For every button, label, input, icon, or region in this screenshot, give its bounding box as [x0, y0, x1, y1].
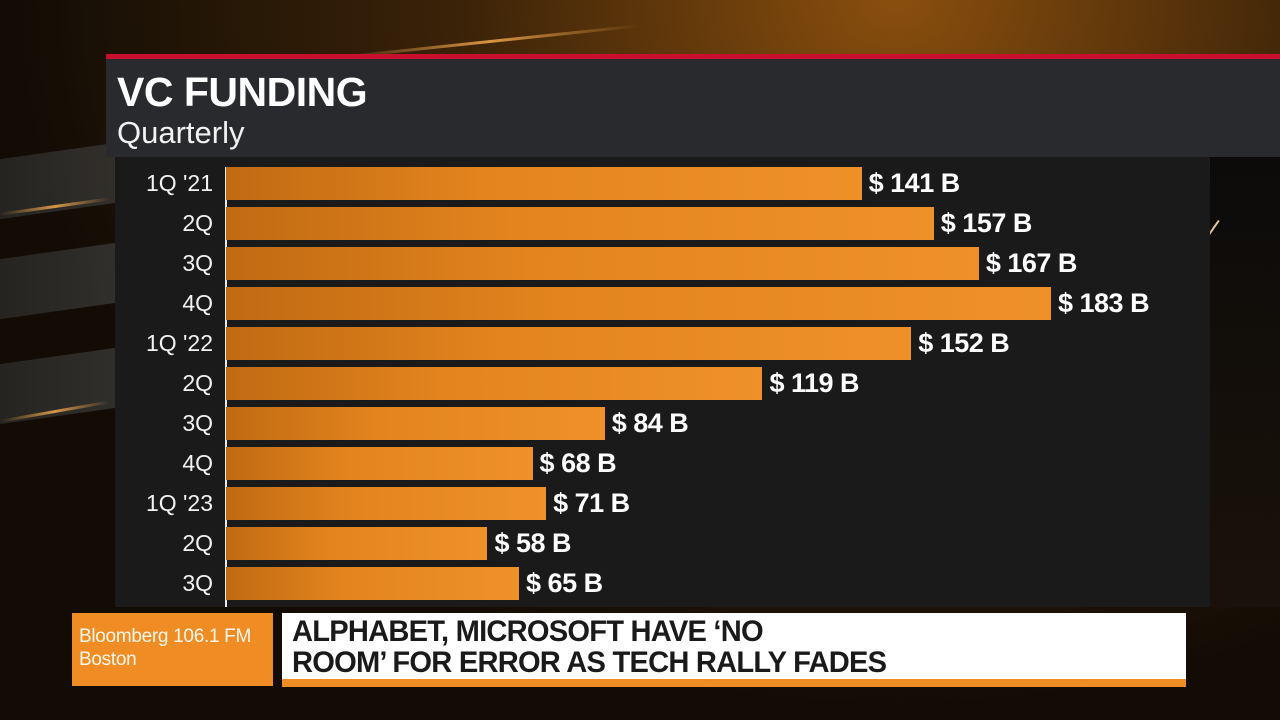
category-label: 3Q	[182, 410, 213, 436]
background-stripe	[0, 345, 130, 425]
bar	[226, 527, 488, 560]
chart-header: VC FUNDING Quarterly	[106, 54, 1280, 157]
value-label: $ 167 B	[985, 248, 1078, 278]
category-label: 2Q	[182, 210, 213, 236]
bar	[226, 327, 912, 360]
category-label: 3Q	[182, 250, 213, 276]
bar	[226, 567, 520, 600]
category-label: 3Q	[182, 570, 213, 596]
background-stripe	[0, 240, 130, 320]
bar	[226, 447, 533, 480]
bar-row: 2Q $ 157 B	[115, 207, 1210, 240]
value-label: $ 152 B	[918, 328, 1010, 358]
station-city: Boston	[79, 649, 137, 670]
background-right-panel	[1210, 157, 1280, 607]
value-label: $ 183 B	[1058, 288, 1150, 318]
bar-row: 1Q '21 $ 141 B	[115, 167, 1210, 200]
bar	[226, 167, 862, 200]
category-label: 2Q	[182, 370, 213, 396]
chart-subtitle: Quarterly	[117, 115, 245, 150]
headline-line-2: ROOM’ FOR ERROR AS TECH RALLY FADES	[292, 646, 887, 679]
bar-row: 4Q $ 183 B	[115, 287, 1210, 320]
bar	[226, 287, 1051, 320]
bar-row: 3Q $ 84 B	[115, 407, 1210, 440]
bar-chart: 1Q '21 $ 141 B 2Q $ 157 B 3Q $ 167 B 4Q $ 183 B…	[115, 157, 1210, 607]
bar-row: 3Q $ 167 B	[115, 247, 1210, 280]
category-label: 2Q	[182, 530, 213, 556]
value-label: $ 84 B	[611, 408, 689, 438]
chart-title: VC FUNDING	[117, 69, 368, 115]
category-label: 1Q '21	[145, 170, 213, 196]
bar-row: 2Q $ 119 B	[115, 367, 1210, 400]
bar	[226, 247, 979, 280]
value-label: $ 58 B	[494, 528, 572, 558]
station-name: Bloomberg 106.1 FM	[79, 626, 252, 647]
station-badge: Bloomberg 106.1 FM Boston	[72, 613, 273, 686]
value-label: $ 71 B	[553, 488, 630, 518]
category-label: 1Q '22	[145, 330, 213, 356]
bar	[226, 407, 605, 440]
bar-row: 2Q $ 58 B	[115, 527, 1210, 560]
value-label: $ 119 B	[769, 368, 860, 398]
category-label: 4Q	[182, 450, 213, 476]
bar	[226, 487, 547, 520]
bar-row: 3Q $ 65 B	[115, 567, 1210, 600]
category-label: 1Q '23	[145, 490, 213, 516]
category-label: 4Q	[182, 290, 213, 316]
bar	[226, 367, 763, 400]
bar-row: 1Q '22 $ 152 B	[115, 327, 1210, 360]
news-headline: ALPHABET, MICROSOFT HAVE ‘NO ROOM’ FOR E…	[282, 613, 1186, 687]
value-label: $ 157 B	[940, 208, 1033, 238]
bar	[226, 207, 934, 240]
bar-row: 4Q $ 68 B	[115, 447, 1210, 480]
value-label: $ 141 B	[868, 168, 961, 198]
headline-line-1: ALPHABET, MICROSOFT HAVE ‘NO	[292, 615, 764, 648]
value-label: $ 65 B	[526, 568, 603, 598]
bar-row: 1Q '23 $ 71 B	[115, 487, 1210, 520]
value-label: $ 68 B	[539, 448, 617, 478]
